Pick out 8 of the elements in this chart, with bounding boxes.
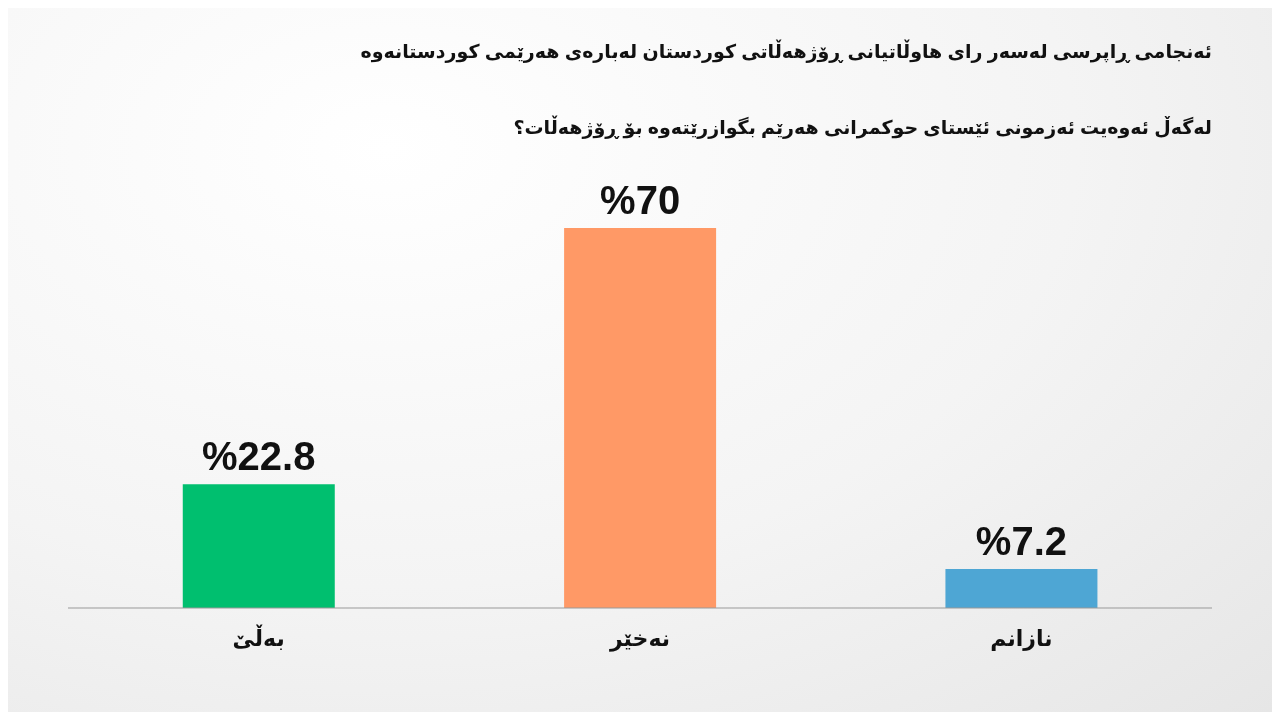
data-label: %70 <box>600 178 681 222</box>
chart-title: ئەنجامی ڕاپرسی لەسەر رای هاوڵاتیانی ڕۆژهەڵاتی کوردستان لەبارەی هەرێمی کوردستانەوە <box>360 40 1212 63</box>
data-label: %22.8 <box>202 434 316 479</box>
chart-subtitle: لەگەڵ ئەوەیت ئەزمونی ئێستای حوکمرانی هەرێم بگوازرێتەوە بۆ ڕۆژهەڵات؟ <box>513 116 1212 139</box>
x-tick-label: نازانم <box>990 625 1053 651</box>
x-tick-label: بەڵێ <box>232 623 285 651</box>
x-tick-label: نەخێر <box>608 625 671 652</box>
data-label: %7.2 <box>975 518 1068 563</box>
